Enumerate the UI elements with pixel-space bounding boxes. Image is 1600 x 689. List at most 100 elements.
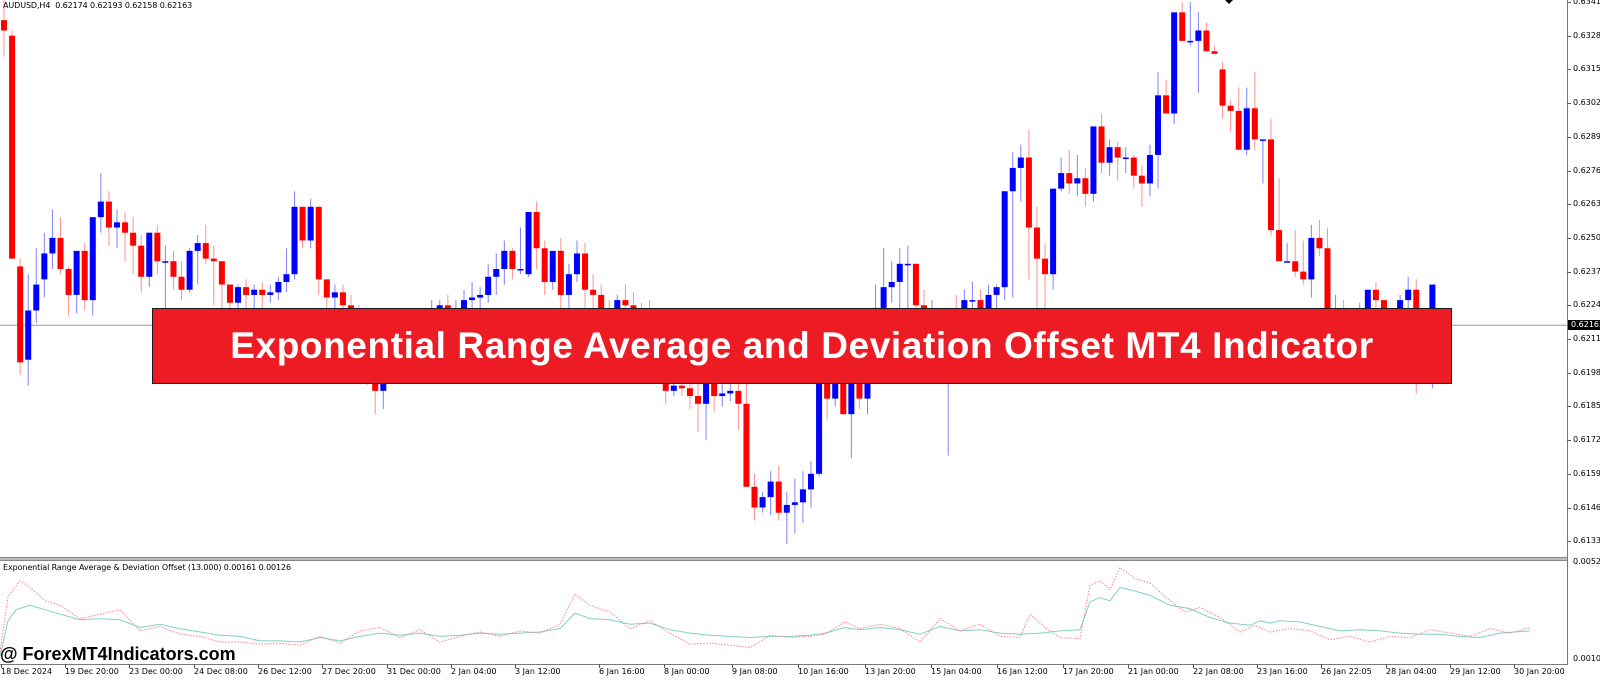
price-chart-pane[interactable]: AUDUSD,H4 0.62174 0.62193 0.62158 0.6216…: [0, 0, 1568, 557]
candle: [469, 281, 476, 314]
candle: [1033, 206, 1040, 311]
candle: [1195, 12, 1202, 93]
time-tick: [258, 664, 259, 668]
indicator-pane[interactable]: [0, 561, 1568, 664]
time-axis[interactable]: [0, 664, 1568, 665]
candle: [541, 240, 548, 295]
price-tick: [1567, 541, 1571, 543]
candle: [1, 0, 7, 57]
time-label: 9 Jan 08:00: [732, 667, 778, 676]
candle: [557, 237, 564, 316]
candle: [194, 235, 201, 285]
candle: [1308, 224, 1315, 298]
candle: [1138, 165, 1145, 207]
price-tick: [1567, 507, 1571, 509]
time-label: 23 Dec 00:00: [129, 667, 183, 676]
candle: [1300, 240, 1307, 285]
candle: [1122, 147, 1129, 174]
candle: [775, 466, 782, 521]
time-label: 31 Dec 00:00: [387, 667, 441, 676]
price-tick: [1567, 271, 1571, 273]
candle: [331, 284, 338, 311]
symbol-ohlc-info: AUDUSD,H4 0.62174 0.62193 0.62158 0.6216…: [3, 1, 193, 10]
time-tick: [931, 664, 932, 668]
candle: [509, 248, 516, 280]
time-tick: [1257, 664, 1258, 668]
candle: [1114, 141, 1121, 181]
current-price-tag: 0.62163: [1568, 320, 1600, 331]
candle: [1074, 154, 1081, 197]
candle: [1276, 178, 1283, 262]
time-tick: [599, 664, 600, 668]
candle: [1017, 144, 1024, 202]
time-label: 8 Jan 00:00: [664, 667, 710, 676]
time-tick: [732, 664, 733, 668]
time-label: 10 Jan 16:00: [798, 667, 849, 676]
candle: [291, 191, 298, 280]
time-tick: [1386, 664, 1387, 668]
time-tick: [515, 664, 516, 668]
price-tick: [1567, 237, 1571, 239]
candle: [65, 266, 72, 316]
candle: [113, 209, 120, 249]
candle: [573, 240, 580, 282]
candle: [816, 380, 823, 477]
candle: [243, 279, 250, 311]
time-tick: [1321, 664, 1322, 668]
candle: [1187, 2, 1194, 47]
candle: [267, 284, 274, 303]
time-tick: [664, 664, 665, 668]
candle: [1130, 154, 1137, 189]
candle: [81, 243, 88, 311]
time-label: 26 Dec 12:00: [258, 667, 312, 676]
candle: [49, 209, 56, 270]
price-axis[interactable]: [1567, 0, 1568, 664]
candle: [33, 248, 40, 324]
candle: [25, 274, 32, 386]
candle: [1066, 149, 1073, 194]
time-label: 27 Dec 20:00: [322, 667, 376, 676]
time-tick: [1450, 664, 1451, 668]
time-label: 18 Dec 2024: [1, 667, 53, 676]
candle: [1106, 139, 1113, 176]
time-label: 30 Jan 20:00: [1514, 667, 1565, 676]
candle: [186, 248, 193, 293]
pane-separator[interactable]: [0, 557, 1568, 561]
candle: [743, 383, 750, 487]
time-label: 21 Jan 00:00: [1128, 667, 1179, 676]
price-tick: [1567, 170, 1571, 172]
time-tick: [322, 664, 323, 668]
candlestick-chart: [0, 0, 1567, 544]
time-label: 13 Jan 20:00: [865, 667, 916, 676]
candle: [1001, 191, 1008, 301]
candle: [751, 473, 758, 521]
candle: [719, 380, 726, 407]
candle: [695, 383, 702, 433]
time-label: 6 Jan 16:00: [599, 667, 645, 676]
candle: [57, 217, 64, 275]
candle: [1146, 144, 1153, 197]
price-tick: [1567, 69, 1571, 71]
candle: [493, 253, 500, 295]
candle: [549, 250, 556, 290]
candle: [1163, 79, 1170, 114]
candle: [1211, 46, 1218, 54]
candle: [896, 248, 903, 311]
candle: [17, 258, 24, 376]
candle: [162, 245, 169, 311]
time-tick: [798, 664, 799, 668]
candle: [1235, 87, 1242, 150]
indicator-axis-bottom: 0.00103: [1573, 654, 1600, 663]
range-average-line: [0, 586, 1531, 657]
price-tick: [1567, 103, 1571, 105]
price-tick: [1567, 136, 1571, 138]
candle: [1267, 118, 1274, 236]
candle: [759, 491, 766, 513]
time-label: 16 Jan 12:00: [997, 667, 1048, 676]
candle: [130, 217, 137, 275]
candle: [791, 478, 798, 534]
